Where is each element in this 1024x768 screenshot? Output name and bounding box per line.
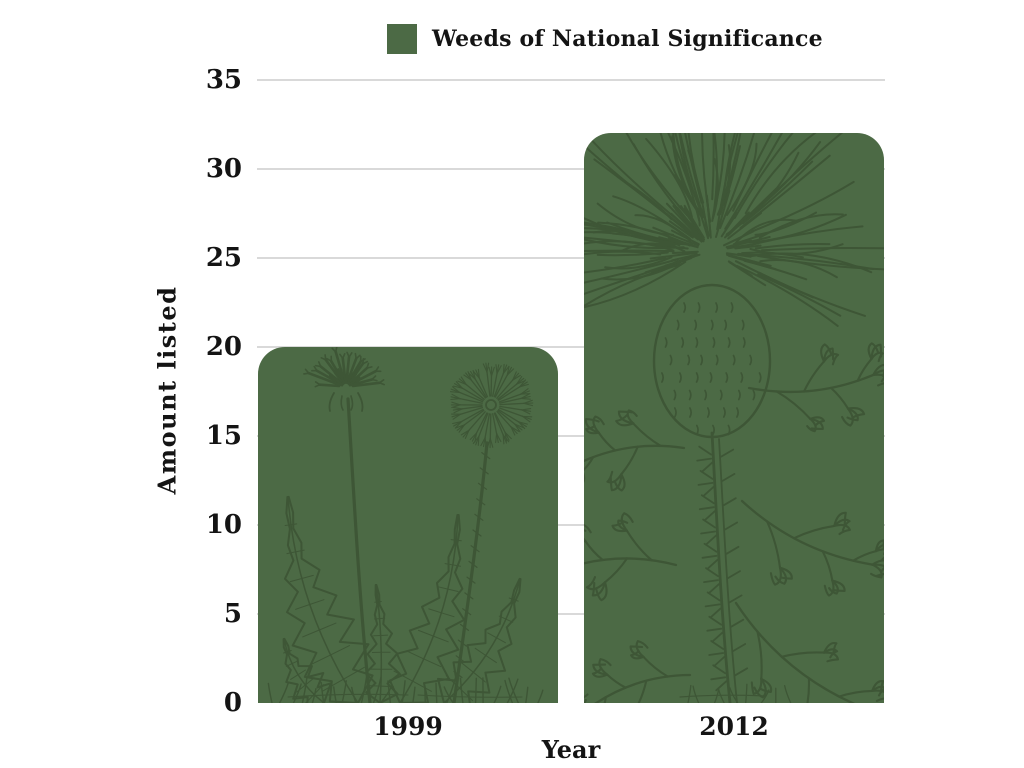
y-tick-label: 15 (205, 421, 242, 451)
x-tick-label: 1999 (373, 712, 443, 741)
y-tick-label: 0 (223, 688, 242, 718)
y-tick-label: 5 (223, 599, 242, 629)
legend-label: Weeds of National Significance (432, 26, 823, 52)
y-tick-label: 25 (205, 243, 242, 273)
bar-2012 (584, 133, 884, 703)
y-tick-label: 10 (205, 510, 242, 540)
y-tick-label: 30 (205, 154, 242, 184)
legend-swatch (387, 24, 417, 54)
gridline (257, 168, 885, 170)
y-tick-label: 35 (205, 65, 242, 95)
x-axis-title: Year (541, 735, 601, 764)
gridline (257, 435, 885, 437)
y-tick-label: 20 (205, 332, 242, 362)
gridline (257, 346, 885, 348)
thistle-illustration (584, 133, 884, 703)
y-axis-title: Amount listed (152, 285, 182, 495)
gridline (257, 79, 885, 81)
dandelion-illustration (267, 347, 544, 703)
x-tick-label: 2012 (699, 712, 769, 741)
bar-1999 (258, 347, 558, 703)
gridline (257, 613, 885, 615)
legend: Weeds of National Significance (387, 24, 823, 54)
gridline (257, 524, 885, 526)
gridline (257, 257, 885, 259)
